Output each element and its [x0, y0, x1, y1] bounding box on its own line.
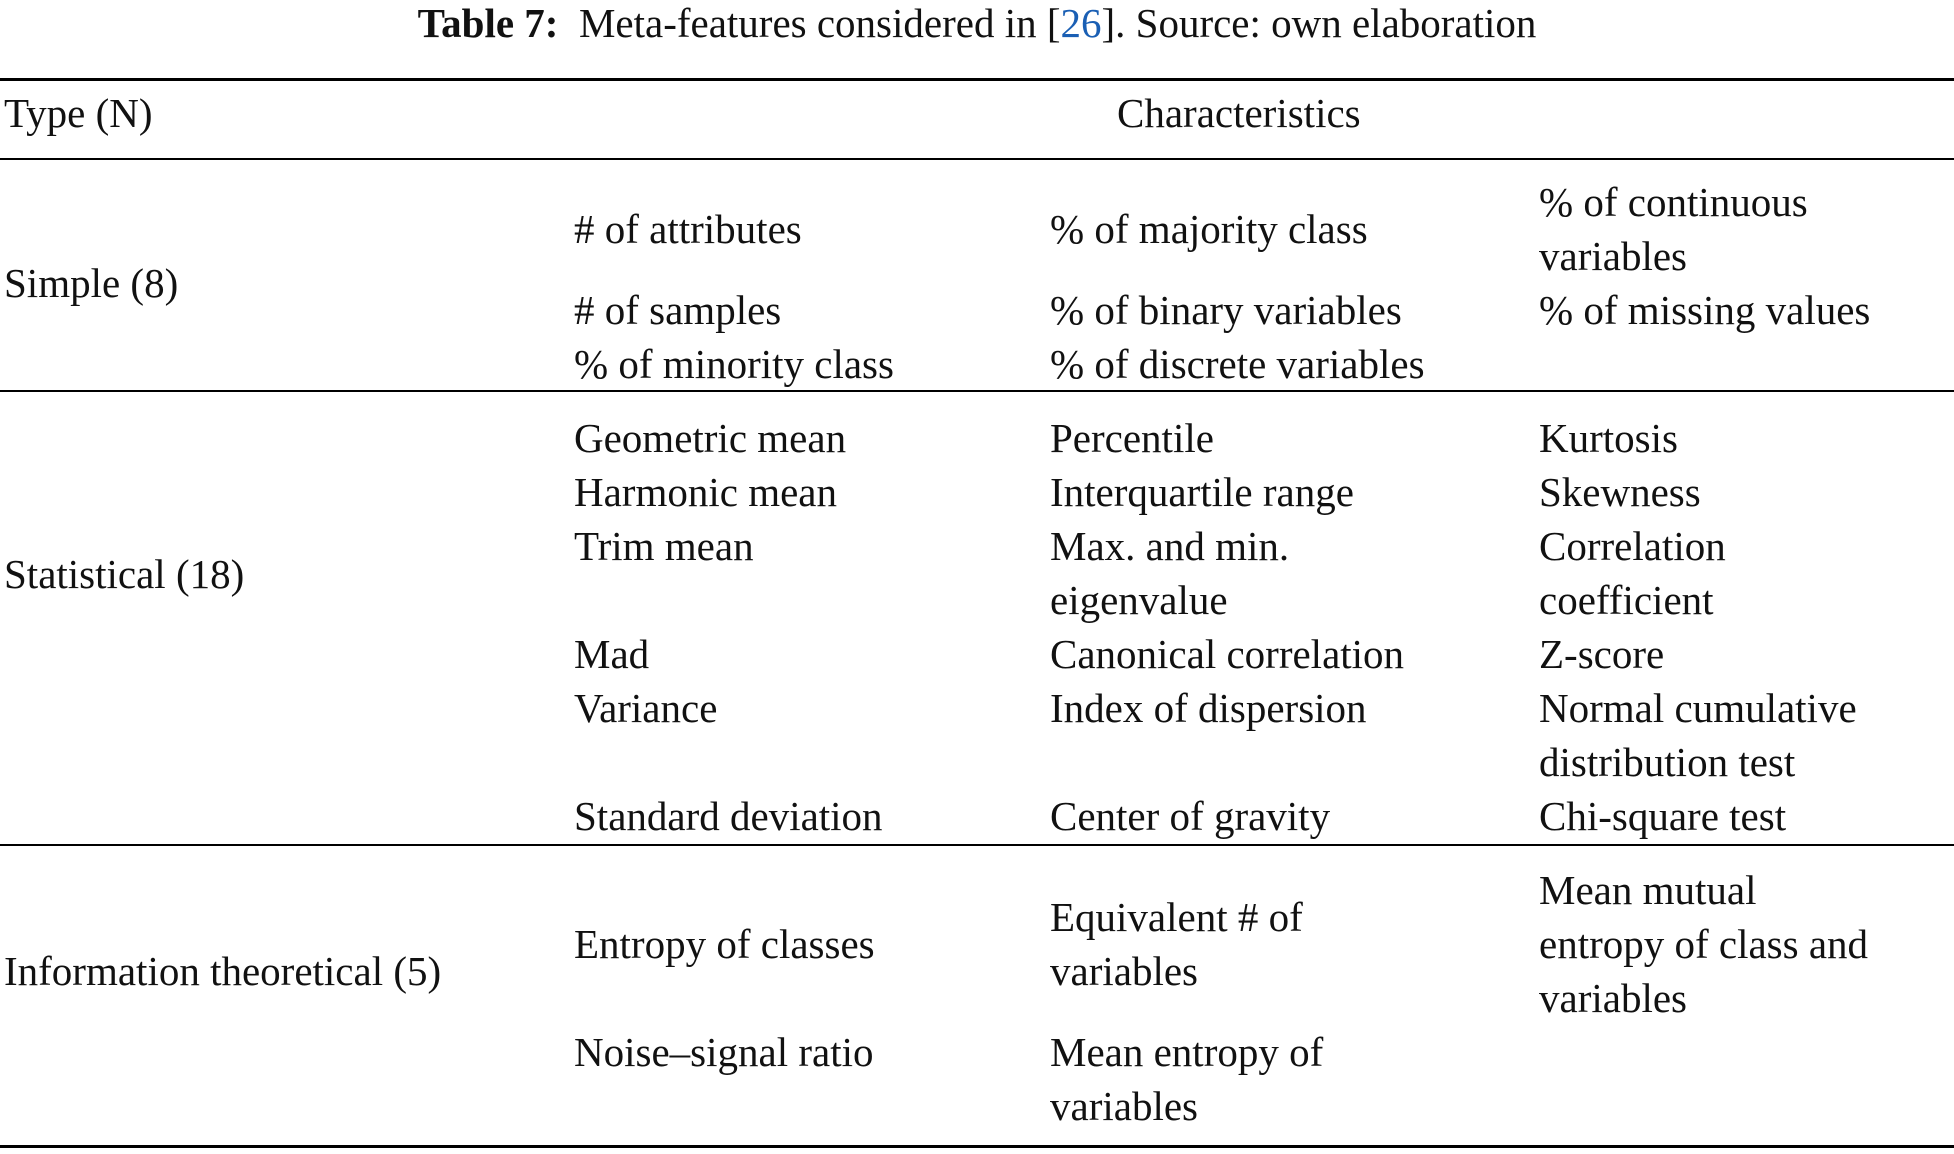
table-cell: Max. and min. eigenvalue: [1050, 523, 1290, 623]
table-cell: Percentile: [1050, 415, 1214, 461]
table-cell: Center of gravity: [1050, 793, 1331, 839]
table-cell: % of majority class: [1050, 206, 1368, 252]
caption-text: Meta-features considered in [: [578, 0, 1061, 46]
table-cell: % of missing values: [1539, 287, 1871, 333]
table-cell: Mad: [574, 631, 650, 677]
table-cell: Noise–signal ratio: [574, 1029, 874, 1075]
row-type-information-theoretical: Information theoretical (5): [4, 948, 442, 994]
table-cell: Geometric mean: [574, 415, 847, 461]
header-type: Type (N): [4, 90, 153, 136]
table-cell: # of attributes: [574, 206, 802, 252]
group-rule: [0, 390, 1954, 392]
table-cell: Chi-square test: [1539, 793, 1787, 839]
table-cell: Skewness: [1539, 469, 1701, 515]
group-rule: [0, 844, 1954, 846]
table-cell: Kurtosis: [1539, 415, 1678, 461]
table-cell: Canonical correlation: [1050, 631, 1405, 677]
table-cell: % of continuous variables: [1539, 179, 1808, 279]
table-cell: Harmonic mean: [574, 469, 837, 515]
bottom-rule: [0, 1145, 1954, 1148]
table-caption: Table 7: Meta-features considered in [26…: [0, 0, 1954, 50]
row-type-simple: Simple (8): [4, 260, 179, 306]
header-rule: [0, 158, 1954, 160]
table-cell: Mean mutual entropy of class and variabl…: [1539, 867, 1869, 1021]
table-cell: Correlation coefficient: [1539, 523, 1726, 623]
top-rule: [0, 78, 1954, 81]
table-cell: % of binary variables % of discrete vari…: [1050, 287, 1425, 387]
header-characteristics: Characteristics: [1117, 90, 1361, 136]
caption-text-end: ]. Source: own elaboration: [1101, 0, 1537, 46]
table-cell: Mean entropy of variables: [1050, 1029, 1324, 1129]
table-cell: Trim mean: [574, 523, 754, 569]
table-cell: Variance: [574, 685, 718, 731]
table-cell: Z-score: [1539, 631, 1665, 677]
caption-label: Table 7:: [417, 0, 559, 46]
table-cell: Normal cumulative distribution test: [1539, 685, 1857, 785]
table-cell: # of samples % of minority class: [574, 287, 894, 387]
table-cell: Interquartile range: [1050, 469, 1354, 515]
citation-link[interactable]: 26: [1060, 0, 1102, 46]
row-type-statistical: Statistical (18): [4, 551, 245, 597]
table-cell: Index of dispersion: [1050, 685, 1367, 731]
table-cell: Equivalent # of variables: [1050, 894, 1303, 994]
table-cell: Standard deviation: [574, 793, 883, 839]
table-cell: Entropy of classes: [574, 921, 875, 967]
